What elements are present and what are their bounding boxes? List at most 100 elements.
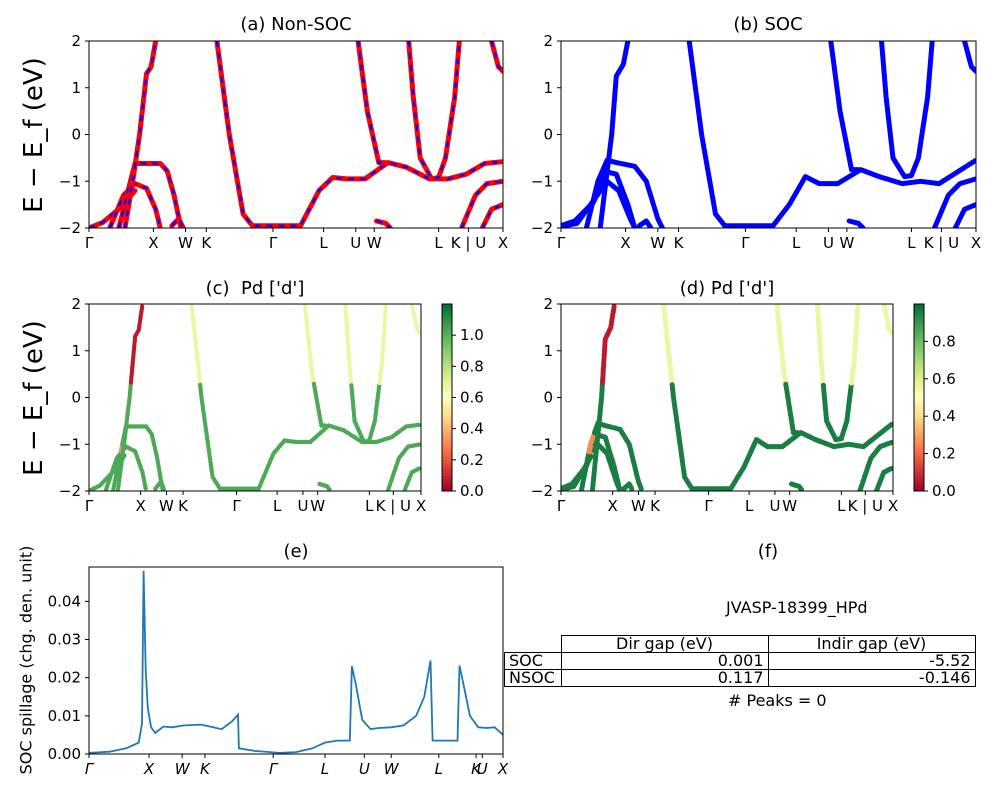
panel-e-xtick-label: U: [359, 760, 370, 778]
colorbar-d-gradient-step: [914, 369, 924, 374]
colorbar-c-tick-label: 0.6: [460, 389, 484, 407]
colorbar-d-gradient-step: [914, 438, 924, 442]
colorbar-d-gradient-step: [914, 478, 924, 483]
panel-d-title: (d) Pd ['d']: [679, 278, 775, 299]
projection-point-c: [327, 487, 332, 491]
panel-e-xtick-label: X: [497, 760, 509, 778]
colorbar-c-gradient-step: [442, 481, 452, 486]
panel-d-ytick-label: 0: [543, 389, 553, 407]
panel-c-ytick-label: −1: [59, 435, 81, 453]
colorbar-d-gradient-step: [914, 456, 924, 461]
panel-d-xtick-label: K: [650, 497, 661, 515]
panel-a-xtick-label: K: [201, 234, 212, 252]
colorbar-d-gradient-step: [914, 385, 924, 389]
band-line-a-down: [108, 182, 162, 228]
panel-d-ytick-label: −1: [531, 435, 553, 453]
colorbar-d-gradient-step: [914, 425, 924, 430]
projection-point-d: [794, 430, 800, 436]
panel-b-xtick-label: W: [650, 234, 665, 252]
colorbar-c-gradient-step: [442, 397, 452, 402]
colorbar-c-gradient-step: [442, 335, 452, 339]
panel-d-xtick-label: U: [769, 497, 780, 515]
panel-d-xtick-label: K | U: [848, 497, 883, 515]
colorbar-c-gradient-step: [442, 341, 452, 346]
band-line-a-down: [357, 41, 386, 164]
colorbar-d-gradient-step: [914, 332, 924, 336]
band-line-a-down: [481, 203, 503, 228]
colorbar-d-gradient-step: [914, 360, 924, 364]
colorbar-c-gradient-step: [442, 375, 452, 380]
colorbar-d-gradient-step: [914, 341, 924, 346]
colorbar-d-gradient-step: [914, 422, 924, 427]
panel-b-xtick-label: X: [971, 234, 981, 252]
colorbar-d-gradient-step: [914, 447, 924, 451]
colorbar-d-tick-label: 0.6: [932, 370, 956, 388]
colorbar-d-gradient-step: [914, 475, 924, 480]
panel-b-xtick-label: K: [674, 234, 685, 252]
panel-b-ytick-label: −2: [531, 219, 553, 237]
panel-a-xtick-label: Γ: [269, 234, 278, 252]
panel-c-xtick-label: K | U: [376, 497, 411, 515]
colorbar-d-gradient-step: [914, 319, 924, 324]
projection-point-d: [888, 421, 893, 428]
band-ylabel-middle: E − E_f (eV): [19, 320, 49, 476]
panel-c-xtick-label: X: [416, 497, 426, 515]
panel-b-xtick-label: U: [823, 234, 834, 252]
panel-d-xtick-label: Γ: [704, 497, 713, 515]
panel-b-xtick-label: W: [839, 234, 854, 252]
colorbar-c-gradient-step: [442, 419, 452, 423]
projection-point-c: [383, 304, 388, 309]
colorbar-c-gradient-step: [442, 353, 452, 358]
table-row: SOC 0.001 -5.52: [504, 652, 976, 670]
colorbar-d-gradient-step: [914, 450, 924, 455]
panel-c-xtick-label: U: [297, 497, 308, 515]
colorbar-c-gradient-step: [442, 363, 452, 367]
peaks-count: # Peaks = 0: [728, 691, 827, 710]
panel-d-xtick-label: X: [608, 497, 618, 515]
colorbar-c-gradient-step: [442, 487, 452, 492]
projection-point-d: [616, 486, 622, 491]
band-line-a-down: [490, 41, 503, 73]
panel-c-xtick-label: L: [273, 497, 282, 515]
gap-table-header-row: Dir gap (eV) Indir gap (eV): [504, 635, 976, 653]
colorbar-d-gradient-step: [914, 338, 924, 342]
panel-a-ytick-label: −1: [59, 172, 81, 190]
colorbar-d-gradient-step: [914, 356, 924, 361]
table-row: NSOC 0.117 -0.146: [504, 669, 976, 687]
colorbar-c-tick-label: 0.8: [460, 357, 484, 375]
panel-a-xtick-label: L: [319, 234, 328, 252]
colorbar-d-gradient-step: [914, 366, 924, 370]
panel-e-xtick-label: W: [384, 760, 400, 778]
panel-a-xtick-label: W: [178, 234, 193, 252]
panel-e-xtick-label: X: [143, 760, 155, 778]
projection-point-d: [888, 440, 893, 446]
panel-e-frame: [88, 566, 504, 755]
colorbar-d-gradient-step: [914, 375, 924, 380]
colorbar-d-gradient-step: [914, 409, 924, 414]
colorbar-d-gradient-step: [914, 403, 924, 408]
band-line-a-down: [117, 162, 183, 228]
colorbar-d-gradient-step: [914, 347, 924, 352]
panel-c-title: (c) Pd ['d']: [205, 278, 305, 299]
colorbar-c-gradient-step: [442, 447, 452, 451]
colorbar-c-gradient-step: [442, 369, 452, 374]
panel-b-ytick-label: 0: [543, 126, 553, 144]
panel-d-ytick-label: 1: [543, 342, 553, 360]
projection-point-c: [161, 486, 166, 491]
colorbar-d-gradient-step: [914, 459, 924, 464]
colorbar-d-gradient-step: [914, 350, 924, 355]
colorbar-c-tick-label: 0.2: [460, 451, 484, 469]
panel-a-xtick-label: X: [498, 234, 508, 252]
colorbar-c-gradient-step: [442, 438, 452, 442]
colorbar-d-gradient-step: [914, 335, 924, 339]
panel-c-xtick-label: W: [159, 497, 174, 515]
colorbar-c-gradient-step: [442, 400, 452, 405]
panel-c-xtick-label: K: [178, 497, 189, 515]
panel-b-xtick-label: L: [907, 234, 916, 252]
colorbar-c-gradient-step: [442, 456, 452, 461]
colorbar-d-gradient-step: [914, 431, 924, 436]
colorbar-c-gradient-step: [442, 409, 452, 414]
panel-a-xtick-label: U: [350, 234, 361, 252]
projection-point-d: [855, 304, 861, 310]
